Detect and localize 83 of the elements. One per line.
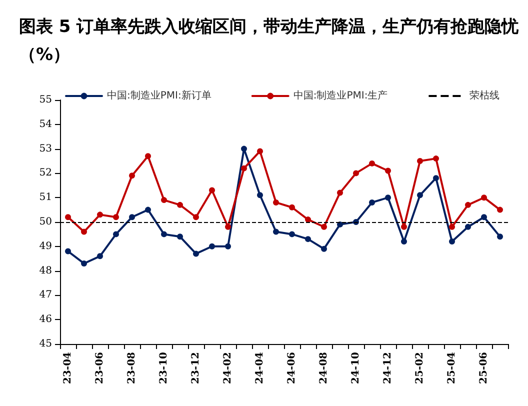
- y-tick-label: 46: [39, 314, 52, 326]
- point: [497, 234, 503, 240]
- legend-label: 荣枯线: [470, 90, 500, 102]
- point: [273, 228, 279, 235]
- point: [241, 146, 247, 152]
- point: [465, 202, 471, 208]
- point: [97, 212, 103, 218]
- point: [433, 175, 439, 182]
- point: [193, 250, 199, 257]
- point: [417, 158, 423, 164]
- x-tick-label: 24-12: [382, 352, 394, 384]
- point: [113, 214, 119, 220]
- point: [161, 231, 167, 238]
- point: [369, 199, 375, 206]
- x-tick-label: 23-06: [94, 352, 106, 384]
- x-tick-label: 25-06: [478, 352, 490, 384]
- point: [81, 228, 87, 235]
- chart-title: 图表 5 订单率先跌入收缩区间，带动生产降温，生产仍有抢跑隐忧（%）: [19, 17, 520, 65]
- y-tick-label: 50: [39, 216, 52, 228]
- y-tick-label: 55: [39, 94, 52, 106]
- point: [401, 238, 407, 245]
- point: [497, 206, 503, 213]
- point: [97, 253, 103, 260]
- x-tick-label: 23-04: [62, 352, 74, 384]
- point: [385, 194, 391, 201]
- point: [417, 192, 423, 198]
- x-tick-label: 25-04: [446, 352, 458, 384]
- point: [129, 172, 135, 179]
- point: [385, 168, 391, 174]
- point: [321, 246, 327, 252]
- point: [273, 199, 279, 206]
- x-tick-label: 24-08: [318, 352, 330, 384]
- y-tick-label: 47: [39, 290, 52, 301]
- point: [65, 248, 71, 254]
- point: [321, 224, 327, 230]
- legend-label: 中国:制造业PMI:新订单: [107, 90, 212, 102]
- point: [433, 156, 439, 162]
- point: [337, 190, 343, 196]
- point: [129, 214, 135, 220]
- point: [369, 160, 375, 166]
- y-tick-label: 49: [39, 240, 52, 252]
- x-tick-label: 24-02: [222, 352, 234, 384]
- point: [449, 224, 455, 230]
- point: [161, 197, 167, 204]
- point: [465, 224, 471, 230]
- point: [145, 206, 151, 213]
- point: [481, 194, 487, 201]
- y-tick-label: 48: [39, 265, 52, 276]
- y-tick-label: 51: [39, 192, 52, 204]
- x-tick-label: 24-06: [286, 352, 298, 384]
- point: [113, 231, 119, 238]
- point: [353, 170, 359, 176]
- point: [401, 224, 407, 230]
- point: [65, 214, 71, 220]
- x-tick-label: 25-02: [414, 352, 426, 384]
- point: [337, 221, 343, 228]
- point: [177, 202, 183, 208]
- point: [449, 238, 455, 245]
- legend-label: 中国:制造业PMI:生产: [293, 90, 388, 102]
- x-tick-label: 23-10: [158, 352, 170, 384]
- point: [209, 243, 215, 250]
- x-tick-label: 23-12: [190, 352, 202, 384]
- point: [241, 165, 247, 172]
- point: [81, 260, 87, 266]
- y-tick-label: 54: [39, 118, 52, 130]
- point: [225, 243, 231, 250]
- y-tick-label: 53: [39, 143, 52, 154]
- point: [257, 192, 263, 198]
- point: [145, 153, 151, 160]
- point: [289, 204, 295, 210]
- point: [209, 187, 215, 194]
- point: [305, 236, 311, 242]
- point: [481, 214, 487, 220]
- y-tick-label: 52: [39, 168, 52, 179]
- point: [225, 224, 231, 230]
- point: [289, 231, 295, 238]
- point: [193, 214, 199, 220]
- y-tick-label: 45: [39, 338, 52, 350]
- x-tick-label: 23-08: [126, 352, 138, 384]
- point: [177, 234, 183, 240]
- x-tick-label: 24-10: [350, 352, 362, 384]
- point: [257, 148, 263, 154]
- x-tick-label: 24-04: [254, 352, 266, 384]
